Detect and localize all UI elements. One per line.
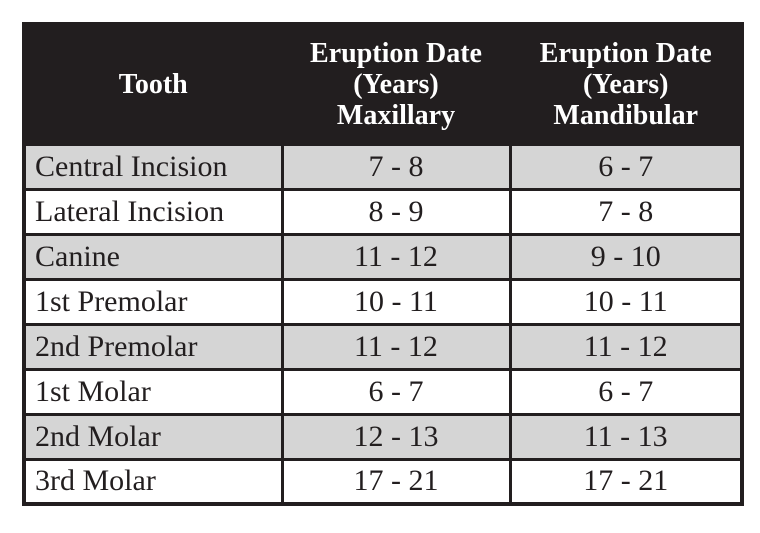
maxillary-eruption-cell: 7 - 8 (280, 142, 512, 191)
tooth-cell: Central Incision (22, 142, 284, 191)
tooth-cell: 1st Premolar (22, 277, 284, 326)
mandibular-eruption-cell: 9 - 10 (508, 232, 744, 281)
tooth-cell: 3rd Molar (22, 457, 284, 506)
maxillary-eruption-cell: 6 - 7 (280, 367, 512, 416)
column-header-tooth-label: Tooth (118, 68, 188, 100)
column-header-mandibular-line2: (Years) (582, 68, 669, 100)
column-header-mandibular: Eruption Date (Years) Mandibular (508, 22, 744, 146)
maxillary-eruption-cell: 12 - 13 (280, 412, 512, 461)
column-header-tooth: Tooth (22, 22, 284, 146)
mandibular-eruption-cell: 17 - 21 (508, 457, 744, 506)
column-header-mandibular-line3: Mandibular (553, 99, 699, 131)
mandibular-eruption-cell: 6 - 7 (508, 367, 744, 416)
mandibular-eruption-cell: 11 - 12 (508, 322, 744, 371)
maxillary-eruption-cell: 11 - 12 (280, 232, 512, 281)
tooth-cell: 1st Molar (22, 367, 284, 416)
table-row: Central Incision 7 - 8 6 - 7 (22, 142, 744, 191)
column-header-maxillary-line2: (Years) (353, 68, 439, 100)
maxillary-eruption-cell: 8 - 9 (280, 187, 512, 236)
table-header-row: Tooth Eruption Date (Years) Maxillary Er… (22, 22, 744, 146)
maxillary-eruption-cell: 11 - 12 (280, 322, 512, 371)
tooth-cell: Lateral Incision (22, 187, 284, 236)
table-body: Central Incision 7 - 8 6 - 7 Lateral Inc… (22, 142, 744, 506)
table-row: 2nd Molar 12 - 13 11 - 13 (22, 412, 744, 461)
mandibular-eruption-cell: 10 - 11 (508, 277, 744, 326)
table-row: 3rd Molar 17 - 21 17 - 21 (22, 457, 744, 506)
column-header-mandibular-line1: Eruption Date (539, 37, 712, 69)
table-row: 2nd Premolar 11 - 12 11 - 12 (22, 322, 744, 371)
table-row: Canine 11 - 12 9 - 10 (22, 232, 744, 281)
table-row: 1st Molar 6 - 7 6 - 7 (22, 367, 744, 416)
tooth-cell: Canine (22, 232, 284, 281)
column-header-maxillary-line3: Maxillary (336, 99, 456, 131)
mandibular-eruption-cell: 7 - 8 (508, 187, 744, 236)
column-header-maxillary-line1: Eruption Date (310, 37, 482, 69)
tooth-cell: 2nd Premolar (22, 322, 284, 371)
tooth-eruption-table: Tooth Eruption Date (Years) Maxillary Er… (22, 22, 744, 506)
tooth-cell: 2nd Molar (22, 412, 284, 461)
mandibular-eruption-cell: 6 - 7 (508, 142, 744, 191)
table-row: Lateral Incision 8 - 9 7 - 8 (22, 187, 744, 236)
mandibular-eruption-cell: 11 - 13 (508, 412, 744, 461)
maxillary-eruption-cell: 17 - 21 (280, 457, 512, 506)
table-row: 1st Premolar 10 - 11 10 - 11 (22, 277, 744, 326)
maxillary-eruption-cell: 10 - 11 (280, 277, 512, 326)
column-header-maxillary: Eruption Date (Years) Maxillary (280, 22, 512, 146)
